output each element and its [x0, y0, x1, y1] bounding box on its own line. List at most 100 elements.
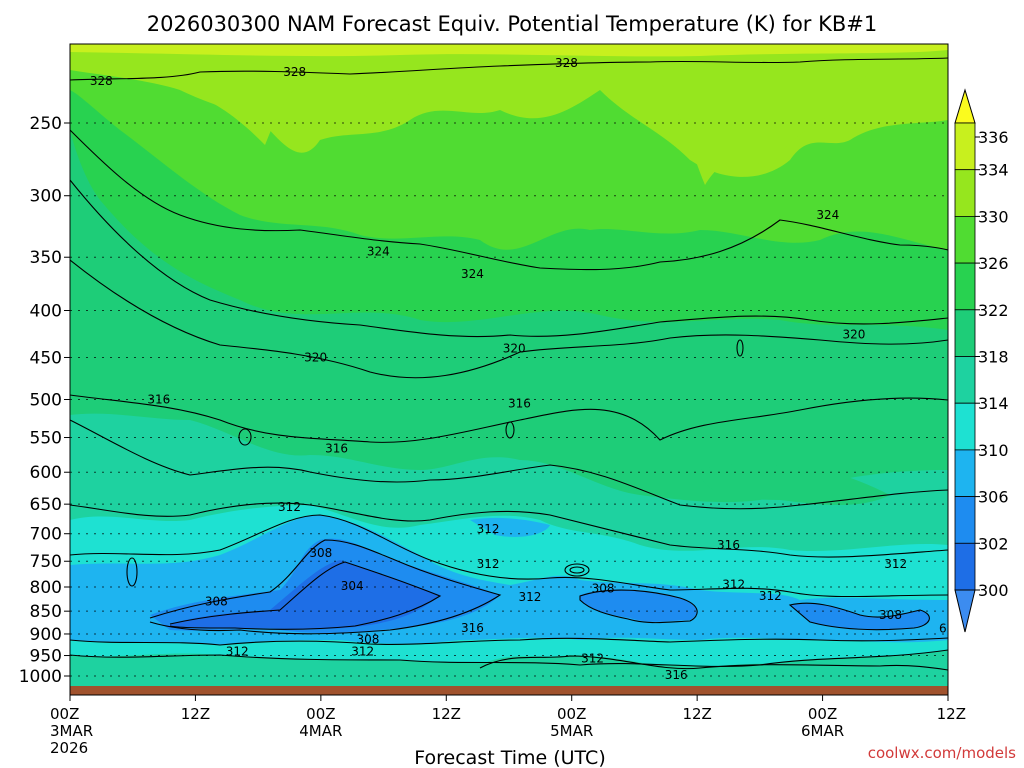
x-tick-label: 00Z	[306, 705, 335, 723]
contour-label: 312	[226, 644, 249, 658]
contour-label-text: 312	[518, 590, 541, 604]
contour-line	[579, 589, 698, 624]
contour-label: 308	[309, 546, 332, 560]
contour-label-text: 312	[722, 577, 745, 591]
contour-label-text: 316	[325, 441, 348, 455]
contour-label-text: 320	[503, 342, 526, 356]
contour-label-text: 320	[304, 350, 327, 364]
contour-label: 312	[477, 557, 500, 571]
contour-label: 308	[356, 633, 379, 647]
contour-label: 312	[884, 557, 907, 571]
contour-label: 316	[508, 396, 531, 410]
y-tick-label: 650	[30, 495, 62, 515]
contour-line	[70, 514, 948, 598]
blob-306-mid	[580, 589, 697, 622]
colorbar: 336 334 330 326 322 318 314 310 306 302 300	[954, 88, 1009, 633]
y-tick-label: 900	[30, 625, 62, 645]
contour-line	[70, 419, 948, 510]
contour-line	[70, 394, 948, 443]
contour-label-text: 308	[356, 633, 379, 647]
contour-label: 320	[842, 328, 865, 342]
contour-label-text: 328	[283, 65, 306, 79]
y-tick-label: 550	[30, 429, 62, 449]
colorbar-segment	[954, 122, 976, 171]
contour-label-text: 324	[816, 208, 839, 222]
plot-frame	[69, 43, 949, 696]
contour-ring	[569, 566, 585, 574]
contour-ring	[126, 557, 138, 587]
contour-label-text: 316	[147, 393, 170, 407]
chart-title: 2026030300 NAM Forecast Equiv. Potential…	[147, 12, 877, 36]
contour-label: 328	[90, 74, 113, 88]
contour-label-text: 308	[205, 595, 228, 609]
plot-area: 328 328 328 324 324 324 320 320 320 316 316 316 316 3…	[70, 44, 948, 686]
colorbar-bottom-arrow	[954, 589, 976, 633]
contour-label-text: 308	[879, 608, 902, 622]
contour-line	[149, 539, 502, 635]
colorbar-label: 300	[978, 581, 1009, 600]
y-tick-label: 850	[30, 602, 62, 622]
contour-lines	[70, 57, 948, 671]
y-tick-label: 750	[30, 552, 62, 572]
colorbar-label: 322	[978, 301, 1009, 320]
contour-label: 312	[518, 590, 541, 604]
contour-label-text: 328	[90, 74, 113, 88]
contour-label: 324	[816, 208, 839, 222]
contour-label: 324	[367, 244, 390, 258]
contour-label: 312	[581, 651, 604, 665]
y-tick-label: 400	[30, 301, 62, 321]
x-tick-label: 12Z	[181, 705, 210, 723]
contour-label: 312	[351, 644, 374, 658]
band-336	[70, 44, 948, 57]
y-tick-label: 950	[30, 647, 62, 667]
colorbar-segment	[954, 169, 976, 217]
contour-label-text: 312	[759, 589, 782, 603]
contour-label-text: 308	[309, 546, 332, 560]
contour-label: 312	[759, 589, 782, 603]
x-axis-title: Forecast Time (UTC)	[414, 747, 605, 768]
colorbar-label: 302	[978, 534, 1009, 553]
y-tick-label: 450	[30, 348, 62, 368]
contour-label-text: 312	[226, 644, 249, 658]
contour-label: 308	[879, 608, 902, 622]
contour-label-text: 324	[461, 267, 484, 281]
contour-label: 312	[278, 500, 301, 514]
colorbar-segment	[954, 262, 976, 311]
x-tick-label: 00Z	[808, 705, 837, 723]
contour-label-text: 312	[278, 500, 301, 514]
colorbar-label: 334	[978, 161, 1009, 180]
contour-label: 308	[205, 595, 228, 609]
y-tick-label: 600	[30, 463, 62, 483]
contour-label: 312	[722, 577, 745, 591]
upper-green-lobe	[180, 70, 440, 145]
upper-green-lobe-2	[650, 70, 870, 185]
contour-label-text: 316	[508, 396, 531, 410]
contour-label-text: 324	[367, 244, 390, 258]
x-tick-label: 12Z	[682, 705, 711, 723]
contour-label: 316	[717, 538, 740, 552]
contour-label-text: 312	[581, 651, 604, 665]
contour-label-text: 304	[341, 579, 364, 593]
contour-label: 316	[461, 621, 484, 635]
contour-label: 304	[341, 579, 364, 593]
colorbar-label: 310	[978, 441, 1009, 460]
colorbar-label: 336	[978, 128, 1009, 147]
patch-316-surface	[480, 655, 948, 686]
contour-label-text: 312	[884, 557, 907, 571]
contour-label-text: 328	[555, 56, 578, 70]
contour-line	[479, 655, 948, 671]
colorbar-segment	[954, 309, 976, 357]
contour-label: 328	[555, 56, 578, 70]
contour-label: 316	[665, 668, 688, 682]
colorbar-label: 318	[978, 348, 1009, 367]
contour-line	[70, 502, 948, 558]
contour-line	[70, 129, 948, 271]
contour-line	[70, 637, 948, 646]
blob-306-right	[790, 603, 930, 630]
contour-line	[70, 179, 948, 338]
x-tick-label: 6MAR	[801, 722, 844, 740]
blob-310-center	[470, 517, 550, 537]
blob-302-left	[170, 560, 440, 630]
contour-ring	[505, 421, 515, 439]
x-tick-label: 12Z	[432, 705, 461, 723]
